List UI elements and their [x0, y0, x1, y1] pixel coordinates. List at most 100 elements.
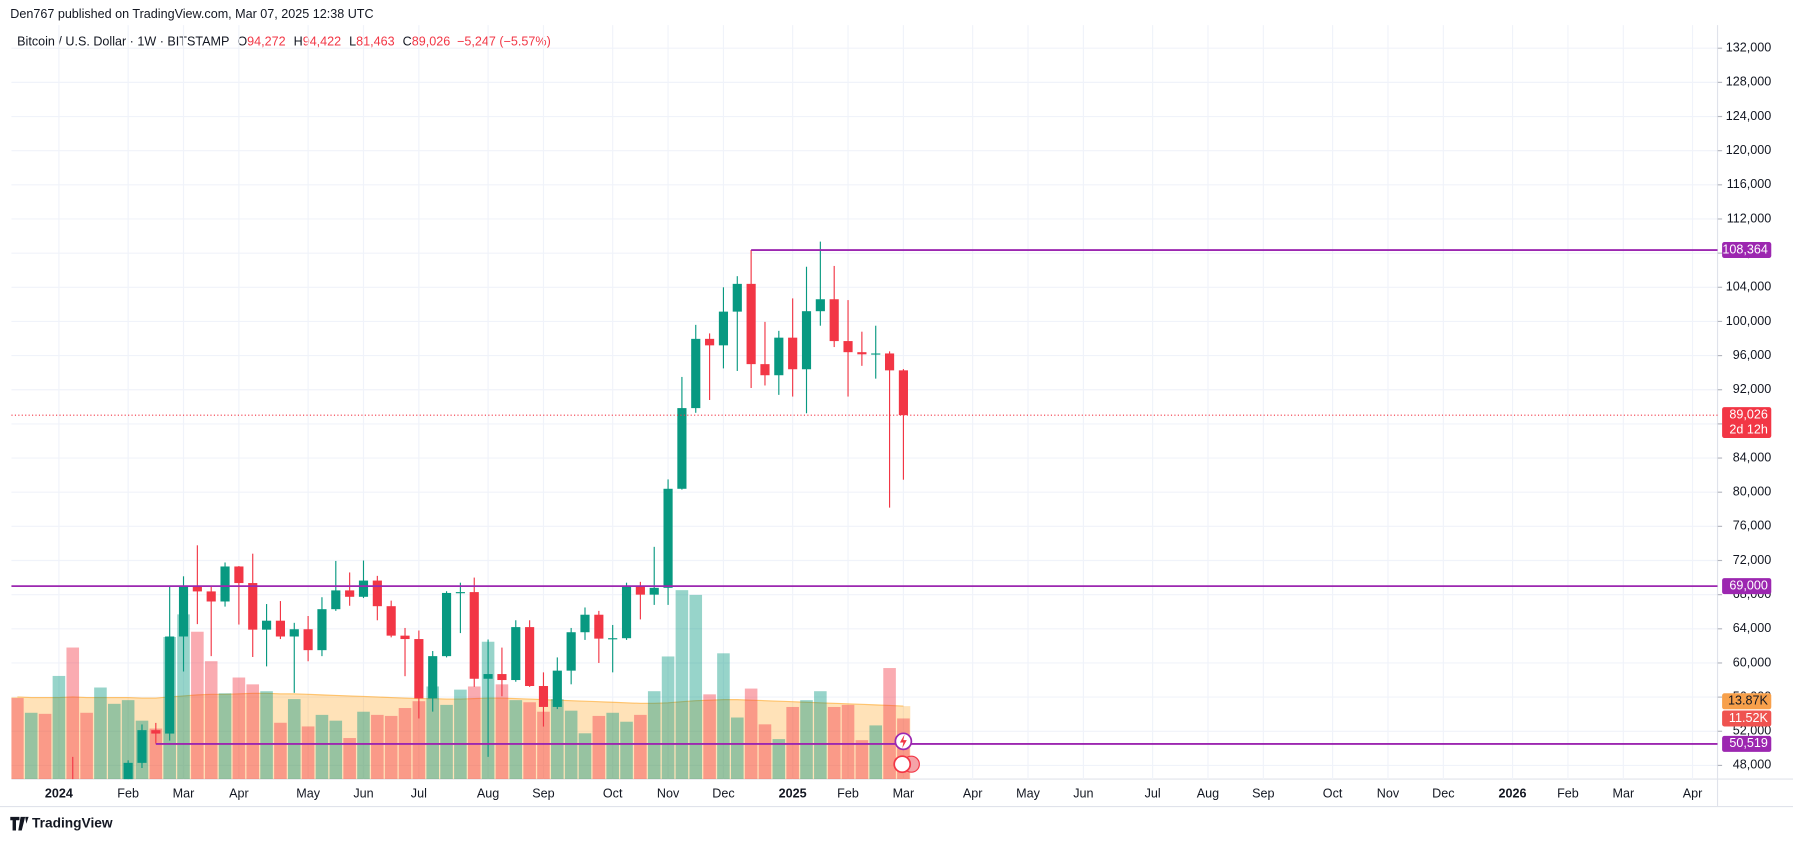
candle-body: [275, 620, 285, 637]
volume-bar: [357, 711, 370, 780]
volume-bar: [301, 726, 315, 780]
volume-bar: [371, 714, 384, 780]
x-tick-label: Dec: [1432, 786, 1454, 800]
volume-bar: [647, 691, 661, 780]
ohlc-value: 81,463: [356, 35, 394, 49]
volume-bar: [703, 694, 716, 780]
volume-bar: [384, 715, 398, 780]
volume-bar: [592, 715, 606, 780]
volume-bar: [772, 739, 786, 780]
volume-bar: [343, 738, 356, 780]
candle-body: [760, 364, 770, 376]
y-tick-label: 84,000: [1733, 450, 1771, 464]
candle-body: [441, 592, 452, 657]
y-tick-label: 92,000: [1733, 382, 1771, 396]
ohlc-value: 94,422: [303, 35, 341, 49]
candle-body: [317, 609, 327, 651]
x-tick-label: Sep: [532, 786, 554, 800]
grid: [11, 25, 1718, 780]
y-tick-label: 48,000: [1733, 758, 1771, 772]
x-tick-label: Mar: [173, 786, 195, 800]
volume-ma-label: 13.87K: [1728, 694, 1768, 708]
volume-bar: [246, 684, 260, 780]
candle-body: [898, 370, 908, 416]
volume-bar: [177, 614, 190, 780]
x-tick-label: Mar: [893, 786, 915, 800]
candle-body: [165, 636, 175, 734]
symbol: Bitcoin / U.S. Dollar · 1W · BITSTAMP: [17, 35, 229, 49]
candle-body: [234, 566, 244, 584]
candle-body: [206, 591, 216, 602]
x-tick-label: Oct: [1323, 786, 1343, 800]
x-tick-label: 2026: [1499, 786, 1527, 800]
volume-bar: [661, 656, 675, 780]
volume-bar: [495, 684, 509, 780]
x-tick-label: May: [296, 786, 320, 800]
candle-body: [608, 638, 618, 640]
volume-bar: [523, 702, 536, 780]
candle-body: [663, 488, 673, 588]
volume-bar: [315, 714, 329, 780]
ohlc-value: 89,026: [412, 35, 450, 49]
y-tick-label: 72,000: [1733, 553, 1771, 567]
level-label: 108,364: [1722, 242, 1767, 256]
volume-bar: [412, 701, 426, 780]
volume-bar: [730, 717, 744, 780]
candle-body: [580, 614, 590, 633]
x-tick-label: Nov: [657, 786, 680, 800]
volume-bar: [606, 712, 619, 780]
volume-bar: [634, 714, 647, 780]
candle-body: [386, 606, 396, 636]
candle-body: [289, 629, 299, 637]
volume-bar: [841, 704, 855, 780]
candle-body: [400, 635, 410, 640]
candle-body: [428, 656, 438, 699]
level-label: 69,000: [1729, 578, 1767, 592]
x-tick-label: Feb: [1557, 786, 1579, 800]
candle-body: [123, 762, 133, 780]
candle-body: [705, 338, 715, 346]
x-tick-label: Nov: [1377, 786, 1400, 800]
volume-label-bg: [1722, 710, 1772, 727]
volume-bar: [204, 661, 218, 780]
y-tick-label: 132,000: [1726, 41, 1771, 55]
y-tick-label: 112,000: [1727, 211, 1772, 225]
x-tick-label: Sep: [1252, 786, 1274, 800]
volume-bar: [744, 688, 758, 780]
candle-body: [788, 337, 798, 370]
y-tick-label: 52,000: [1733, 724, 1771, 738]
ohlc-value: 94,272: [247, 35, 285, 49]
candle-body: [594, 614, 604, 639]
volume-bar: [94, 687, 107, 780]
y-tick-label: 124,000: [1726, 109, 1771, 123]
candle-body: [732, 283, 742, 312]
last-price-label-bg: [1722, 407, 1772, 439]
volume-ma-line: [17, 692, 904, 707]
y-tick-label: 100,000: [1726, 314, 1771, 328]
candle-body: [538, 686, 549, 707]
volume-bar: [578, 733, 592, 780]
candle-body: [829, 299, 839, 342]
volume-bar: [717, 653, 730, 780]
footer-brand: TradingView: [32, 815, 113, 830]
change: −5,247 (−5.57%): [457, 35, 551, 49]
x-tick-label: Jul: [411, 786, 427, 800]
volume-bar: [121, 700, 135, 780]
candle-body: [552, 670, 562, 707]
published-note: Den767 published on TradingView.com, Mar…: [10, 7, 373, 21]
flag-icon: [893, 755, 912, 774]
y-tick-label: 76,000: [1733, 519, 1771, 533]
volume-bar: [675, 590, 689, 780]
volume-bar: [149, 728, 163, 780]
candle-body: [358, 580, 369, 597]
y-tick-label: 116,000: [1727, 177, 1772, 191]
volume-bar: [287, 699, 301, 780]
candle-body: [525, 627, 535, 687]
volume-bar: [869, 725, 883, 780]
y-tick-label: 60,000: [1733, 655, 1771, 669]
candle-body: [372, 580, 382, 607]
candle-body: [566, 632, 576, 671]
x-tick-label: Jun: [353, 786, 373, 800]
